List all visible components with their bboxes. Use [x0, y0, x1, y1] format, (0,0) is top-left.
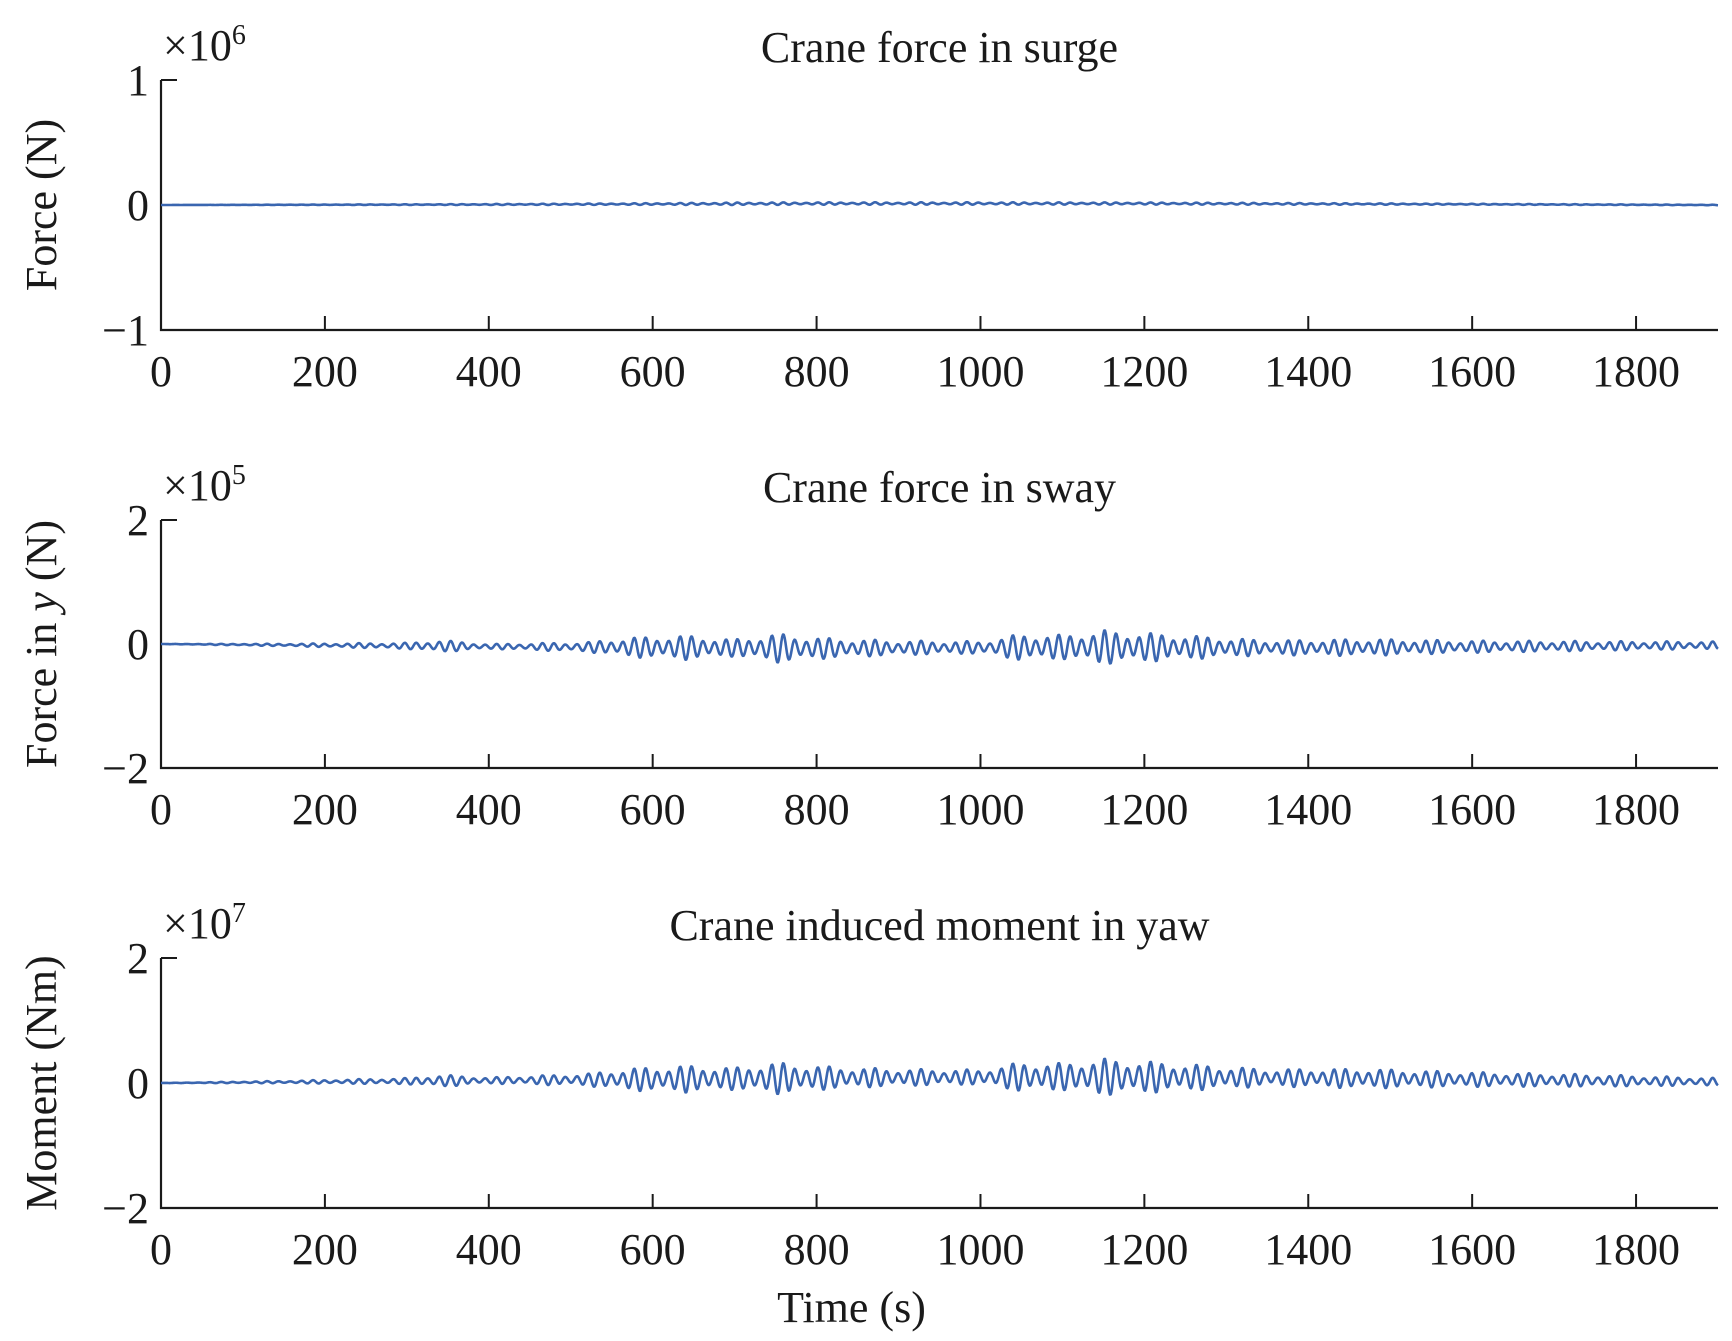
x-tick-label: 0	[150, 1225, 172, 1274]
chart-panel-3: 20−20 200 400 600 800 1000 1200 1400 1600 1800Cra…	[17, 898, 1719, 1332]
axes-frame	[159, 958, 1718, 1210]
chart-title: Crane force in surge	[761, 23, 1118, 72]
x-tick-label: 400	[456, 1225, 522, 1274]
x-tick-label: 800	[784, 785, 850, 834]
y-tick-label: 0	[127, 1059, 149, 1108]
x-tick-label: 1000	[936, 347, 1024, 396]
chart-title: Crane induced moment in yaw	[669, 901, 1209, 950]
y-tick-label: 0	[127, 620, 149, 669]
series-line	[160, 629, 1719, 665]
y-tick-label: 1	[127, 56, 149, 105]
x-tick-label: 1400	[1264, 1225, 1352, 1274]
x-tick-label: 1200	[1100, 1225, 1188, 1274]
y-tick-label: −1	[102, 306, 149, 355]
y-tick-label: 2	[127, 934, 149, 983]
x-tick-label: 600	[620, 1225, 686, 1274]
x-tick-label: 1400	[1264, 347, 1352, 396]
x-tick-label: 200	[292, 785, 358, 834]
chart-title: Crane force in sway	[763, 463, 1116, 512]
x-tick-label: 1000	[936, 785, 1024, 834]
x-tick-label: 0	[150, 785, 172, 834]
y-axis-label: Force (N)	[17, 119, 66, 291]
x-tick-label: 200	[292, 347, 358, 396]
x-tick-label: 1800	[1592, 347, 1680, 396]
y-tick-label: −2	[102, 744, 149, 793]
x-axis-label: Time (s)	[777, 1283, 926, 1332]
x-tick-label: 200	[292, 1225, 358, 1274]
chart-panel-2: 20−20 200 400 600 800 1000 1200 1400 1600 1800Cra…	[17, 460, 1719, 834]
x-tick-label: 1200	[1100, 785, 1188, 834]
exponent-label: ×107	[163, 898, 246, 948]
x-tick-label: 1800	[1592, 785, 1680, 834]
y-tick-label: 0	[127, 181, 149, 230]
x-tick-label: 1600	[1428, 1225, 1516, 1274]
series-line	[160, 200, 1719, 207]
x-tick-label: 600	[620, 347, 686, 396]
x-tick-label: 400	[456, 347, 522, 396]
x-tick-label: 1800	[1592, 1225, 1680, 1274]
x-tick-label: 600	[620, 785, 686, 834]
y-axis-label: Force in y (N)	[17, 520, 66, 768]
x-tick-label: 800	[784, 347, 850, 396]
x-tick-label: 1200	[1100, 347, 1188, 396]
x-tick-label: 800	[784, 1225, 850, 1274]
y-tick-label: −2	[102, 1184, 149, 1233]
chart-panel-1: 10−10 200 400 600 800 1000 1200 1400 1600 1800Cra…	[17, 20, 1719, 396]
x-tick-label: 400	[456, 785, 522, 834]
exponent-label: ×105	[163, 460, 246, 510]
series-line	[160, 1057, 1719, 1096]
x-tick-label: 0	[150, 347, 172, 396]
exponent-label: ×106	[163, 20, 246, 70]
x-tick-label: 1400	[1264, 785, 1352, 834]
x-tick-label: 1000	[936, 1225, 1024, 1274]
x-tick-label: 1600	[1428, 347, 1516, 396]
y-axis-label: Moment (Nm)	[17, 955, 66, 1210]
x-tick-label: 1600	[1428, 785, 1516, 834]
y-tick-label: 2	[127, 496, 149, 545]
